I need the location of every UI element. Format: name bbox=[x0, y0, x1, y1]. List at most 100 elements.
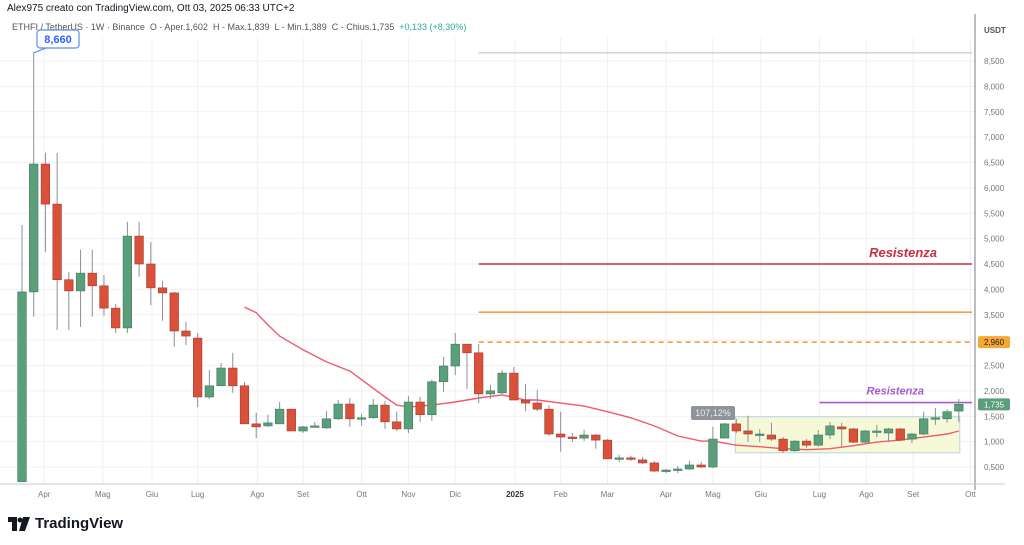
x-tick-label: Mag bbox=[95, 490, 111, 499]
candle-down bbox=[509, 372, 519, 401]
candle-up bbox=[216, 367, 226, 387]
candle-down bbox=[848, 428, 859, 443]
candle-down bbox=[556, 433, 566, 438]
resistance-label: Resistenza bbox=[867, 386, 924, 398]
candle-down bbox=[345, 403, 355, 420]
price-tag-last-text: 1,735 bbox=[984, 400, 1005, 409]
candle-up bbox=[614, 457, 624, 460]
candle-up bbox=[825, 425, 835, 436]
candle-up bbox=[673, 468, 683, 471]
x-tick-label: Dic bbox=[449, 490, 461, 499]
candle-up bbox=[872, 430, 882, 433]
candle-up bbox=[75, 272, 86, 292]
candle-down bbox=[251, 423, 261, 428]
y-tick-label: 5,000 bbox=[984, 235, 1005, 244]
candle-down bbox=[626, 457, 636, 460]
candle-up bbox=[403, 401, 414, 430]
resistance-label: Resistenza bbox=[869, 245, 937, 260]
candle-up bbox=[708, 438, 718, 468]
x-tick-label: Lug bbox=[191, 490, 204, 499]
y-tick-label: 8,500 bbox=[984, 57, 1005, 66]
x-tick-label: Ott bbox=[965, 490, 976, 499]
x-tick-label: Giu bbox=[755, 490, 767, 499]
axis-unit: USDT bbox=[984, 26, 1006, 35]
y-tick-label: 4,500 bbox=[984, 260, 1005, 269]
candle-down bbox=[520, 399, 531, 404]
x-tick-label: Set bbox=[297, 490, 310, 499]
candle-down bbox=[731, 423, 741, 432]
candle-up bbox=[942, 411, 952, 420]
candle-down bbox=[239, 385, 250, 425]
candle-up bbox=[954, 404, 964, 412]
percent-tooltip-box bbox=[691, 406, 735, 420]
candle-down bbox=[778, 438, 788, 452]
candle-down bbox=[544, 408, 554, 435]
candle-down bbox=[415, 401, 425, 416]
y-tick-label: 8,000 bbox=[984, 82, 1005, 91]
candle-down bbox=[766, 434, 777, 440]
candle-down bbox=[591, 434, 601, 441]
y-tick-label: 7,000 bbox=[984, 133, 1005, 142]
candle-up bbox=[661, 469, 671, 472]
y-tick-label: 1,000 bbox=[984, 438, 1005, 447]
candle-up bbox=[860, 430, 870, 443]
candle-down bbox=[801, 440, 812, 446]
legend-symbol[interactable]: ETHFI / TetherUS · 1W · Binance bbox=[12, 22, 145, 32]
candle-down bbox=[64, 279, 74, 292]
price-tag-orange-text: 2,960 bbox=[984, 338, 1005, 347]
candle-down bbox=[40, 163, 51, 205]
candle-up bbox=[17, 291, 27, 483]
candle-down bbox=[134, 235, 144, 265]
candle-up bbox=[485, 390, 496, 395]
legend-close: C - Chius.1,735 bbox=[331, 22, 395, 32]
candle-down bbox=[462, 343, 472, 354]
candle-up bbox=[29, 163, 39, 293]
legend-change: +0,133 (+8,30%) bbox=[399, 22, 467, 32]
candle-down bbox=[111, 307, 121, 329]
x-tick-label: Apr bbox=[660, 490, 673, 499]
candle-down bbox=[87, 272, 97, 287]
candle-up bbox=[298, 426, 308, 432]
candle-down bbox=[895, 428, 905, 441]
x-tick-label: Ago bbox=[859, 490, 874, 499]
candle-down bbox=[157, 287, 168, 294]
tradingview-logo-icon bbox=[8, 516, 30, 531]
candle-up bbox=[275, 408, 285, 425]
candle-up bbox=[310, 425, 320, 428]
legend-low: L - Min.1,389 bbox=[274, 22, 327, 32]
candle-down bbox=[743, 430, 753, 435]
candle-up bbox=[790, 440, 800, 452]
candle-down bbox=[602, 439, 613, 460]
y-tick-label: 0,500 bbox=[984, 463, 1005, 472]
x-tick-label: Ago bbox=[250, 490, 265, 499]
price-tag-orange bbox=[978, 336, 1010, 349]
y-tick-label: 6,500 bbox=[984, 159, 1005, 168]
x-tick-label: Ott bbox=[356, 490, 367, 499]
tradingview-logo[interactable]: TradingView bbox=[8, 515, 123, 532]
candle-up bbox=[497, 372, 507, 394]
legend-high: H - Max.1,839 bbox=[212, 22, 270, 32]
candle-down bbox=[532, 402, 542, 410]
candle-up bbox=[204, 385, 214, 398]
y-tick-label: 7,500 bbox=[984, 108, 1005, 117]
candle-down bbox=[474, 352, 484, 395]
y-tick-label: 2,500 bbox=[984, 362, 1005, 371]
y-tick-label: 5,500 bbox=[984, 209, 1005, 218]
candle-up bbox=[755, 433, 765, 436]
candle-down bbox=[837, 426, 847, 430]
candle-down bbox=[181, 330, 191, 337]
y-tick-label: 4,000 bbox=[984, 285, 1005, 294]
candle-down bbox=[52, 203, 62, 281]
y-tick-label: 1,500 bbox=[984, 412, 1005, 421]
y-tick-label: 2,000 bbox=[984, 387, 1005, 396]
candle-down bbox=[169, 292, 179, 332]
peak-callout-label: 8,660 bbox=[44, 34, 72, 46]
x-tick-label: Giu bbox=[146, 490, 158, 499]
candle-up bbox=[930, 417, 940, 420]
candle-down bbox=[638, 459, 648, 464]
candle-down bbox=[146, 263, 156, 289]
candle-up bbox=[427, 381, 437, 416]
candle-up bbox=[333, 403, 343, 420]
candle-up bbox=[368, 404, 378, 419]
